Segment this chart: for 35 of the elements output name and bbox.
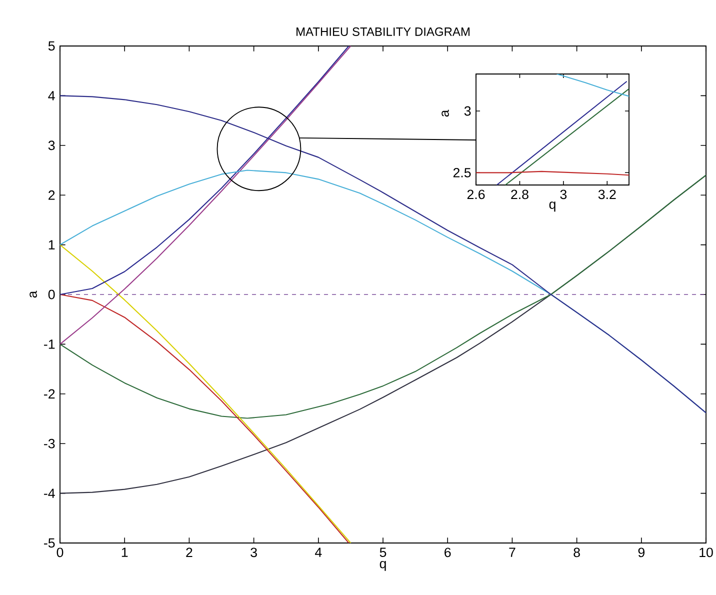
x-tick-label: 3.2 [598, 190, 616, 200]
x-tick-label: 1 [122, 548, 128, 557]
y-tick-label: -1 [44, 340, 55, 349]
x-tick-label: 3 [250, 548, 257, 558]
chart-title: MATHIEU STABILITY DIAGRAM [296, 27, 470, 36]
x-tick-label: 6 [444, 548, 451, 558]
line-series [556, 74, 630, 97]
line-series [60, 294, 350, 543]
x-tick-label: 9 [638, 548, 644, 558]
y-tick-label: 3 [48, 140, 55, 150]
y-tick-label: 5 [48, 41, 55, 51]
line-series [60, 46, 352, 345]
y-tick-label: 2.5 [453, 168, 471, 178]
y-tick-label: 0 [48, 290, 55, 300]
x-tick-label: 8 [574, 548, 580, 558]
x-tick-label: 2.8 [511, 190, 528, 200]
x-tick-label: 10 [700, 548, 713, 558]
x-axis-title: q [380, 560, 386, 571]
x-tick-label: 5 [380, 548, 386, 558]
x-tick-label: 4 [315, 548, 322, 557]
x-tick-label: 3 [560, 190, 567, 200]
y-axis-title: a [442, 110, 449, 117]
line-series [60, 244, 352, 543]
x-tick-label: 2.6 [467, 190, 485, 200]
x-tick-label: 7 [509, 548, 516, 557]
y-tick-label: 4 [48, 91, 55, 100]
y-tick-label: -3 [44, 438, 55, 448]
y-axis-title: a [30, 290, 37, 298]
y-tick-label: -5 [44, 538, 55, 548]
y-tick-label: 1 [48, 240, 55, 250]
x-tick-label: 2 [186, 548, 192, 558]
x-tick-label: 0 [56, 548, 64, 558]
y-tick-label: -4 [44, 488, 55, 498]
y-tick-label: -2 [44, 389, 55, 399]
x-axis-title: q [549, 202, 556, 212]
